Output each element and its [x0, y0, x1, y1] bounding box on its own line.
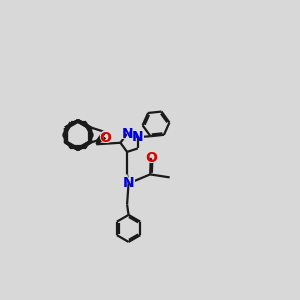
Text: O: O [143, 149, 158, 167]
Text: O: O [99, 131, 111, 145]
Text: O: O [98, 129, 112, 147]
Text: O: O [145, 151, 157, 165]
Text: N: N [121, 174, 136, 192]
Text: N: N [121, 127, 133, 141]
Text: N: N [123, 176, 134, 190]
Text: N: N [132, 130, 144, 144]
Text: N: N [120, 124, 134, 142]
Text: N: N [130, 128, 145, 146]
